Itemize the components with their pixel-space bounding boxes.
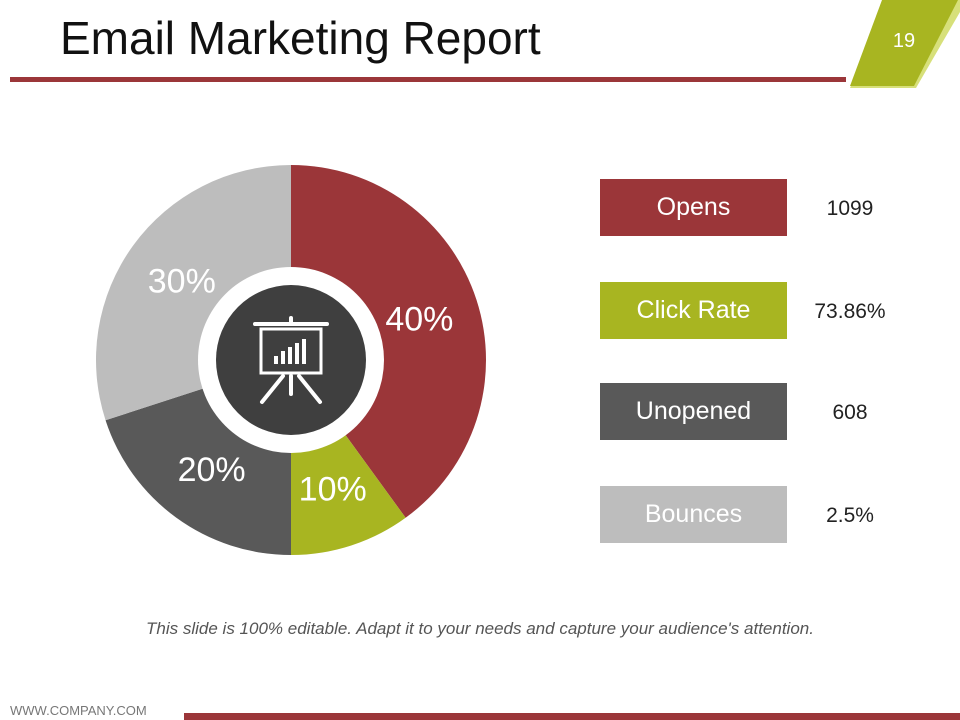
title-underline <box>10 77 846 82</box>
metric-click-rate-box: Click Rate <box>600 282 787 339</box>
metric-unopened-box: Unopened <box>600 383 787 440</box>
pie-slice-40 <box>291 165 487 518</box>
presentation-board-icon <box>253 316 329 404</box>
metric-unopened-label: Unopened <box>635 397 752 425</box>
pie-slice-label: 10% <box>299 470 367 508</box>
metric-opens-value: 1099 <box>826 197 874 220</box>
metric-bounces-label: Bounces <box>644 500 743 528</box>
metric-bounces-box: Bounces <box>600 486 787 543</box>
metric-click-rate-value: 73.86% <box>814 300 886 323</box>
metric-bounces-value: 2.5% <box>826 504 874 527</box>
footer-url: WWW.COMPANY.COM <box>10 703 147 718</box>
metric-click-rate-label: Click Rate <box>636 296 751 324</box>
metric-opens-label: Opens <box>656 193 731 221</box>
footer-bar <box>184 713 960 720</box>
pie-slice-label: 40% <box>385 300 453 338</box>
pie-slice-label: 30% <box>148 263 216 301</box>
metric-unopened-value: 608 <box>832 401 868 424</box>
page-number-badge <box>850 0 960 88</box>
slide-caption: This slide is 100% editable. Adapt it to… <box>146 619 814 638</box>
slide-title: Email Marketing Report <box>60 12 541 64</box>
metric-opens-box: Opens <box>600 179 787 236</box>
page-number: 19 <box>892 30 916 52</box>
pie-slice-label: 20% <box>178 451 246 489</box>
